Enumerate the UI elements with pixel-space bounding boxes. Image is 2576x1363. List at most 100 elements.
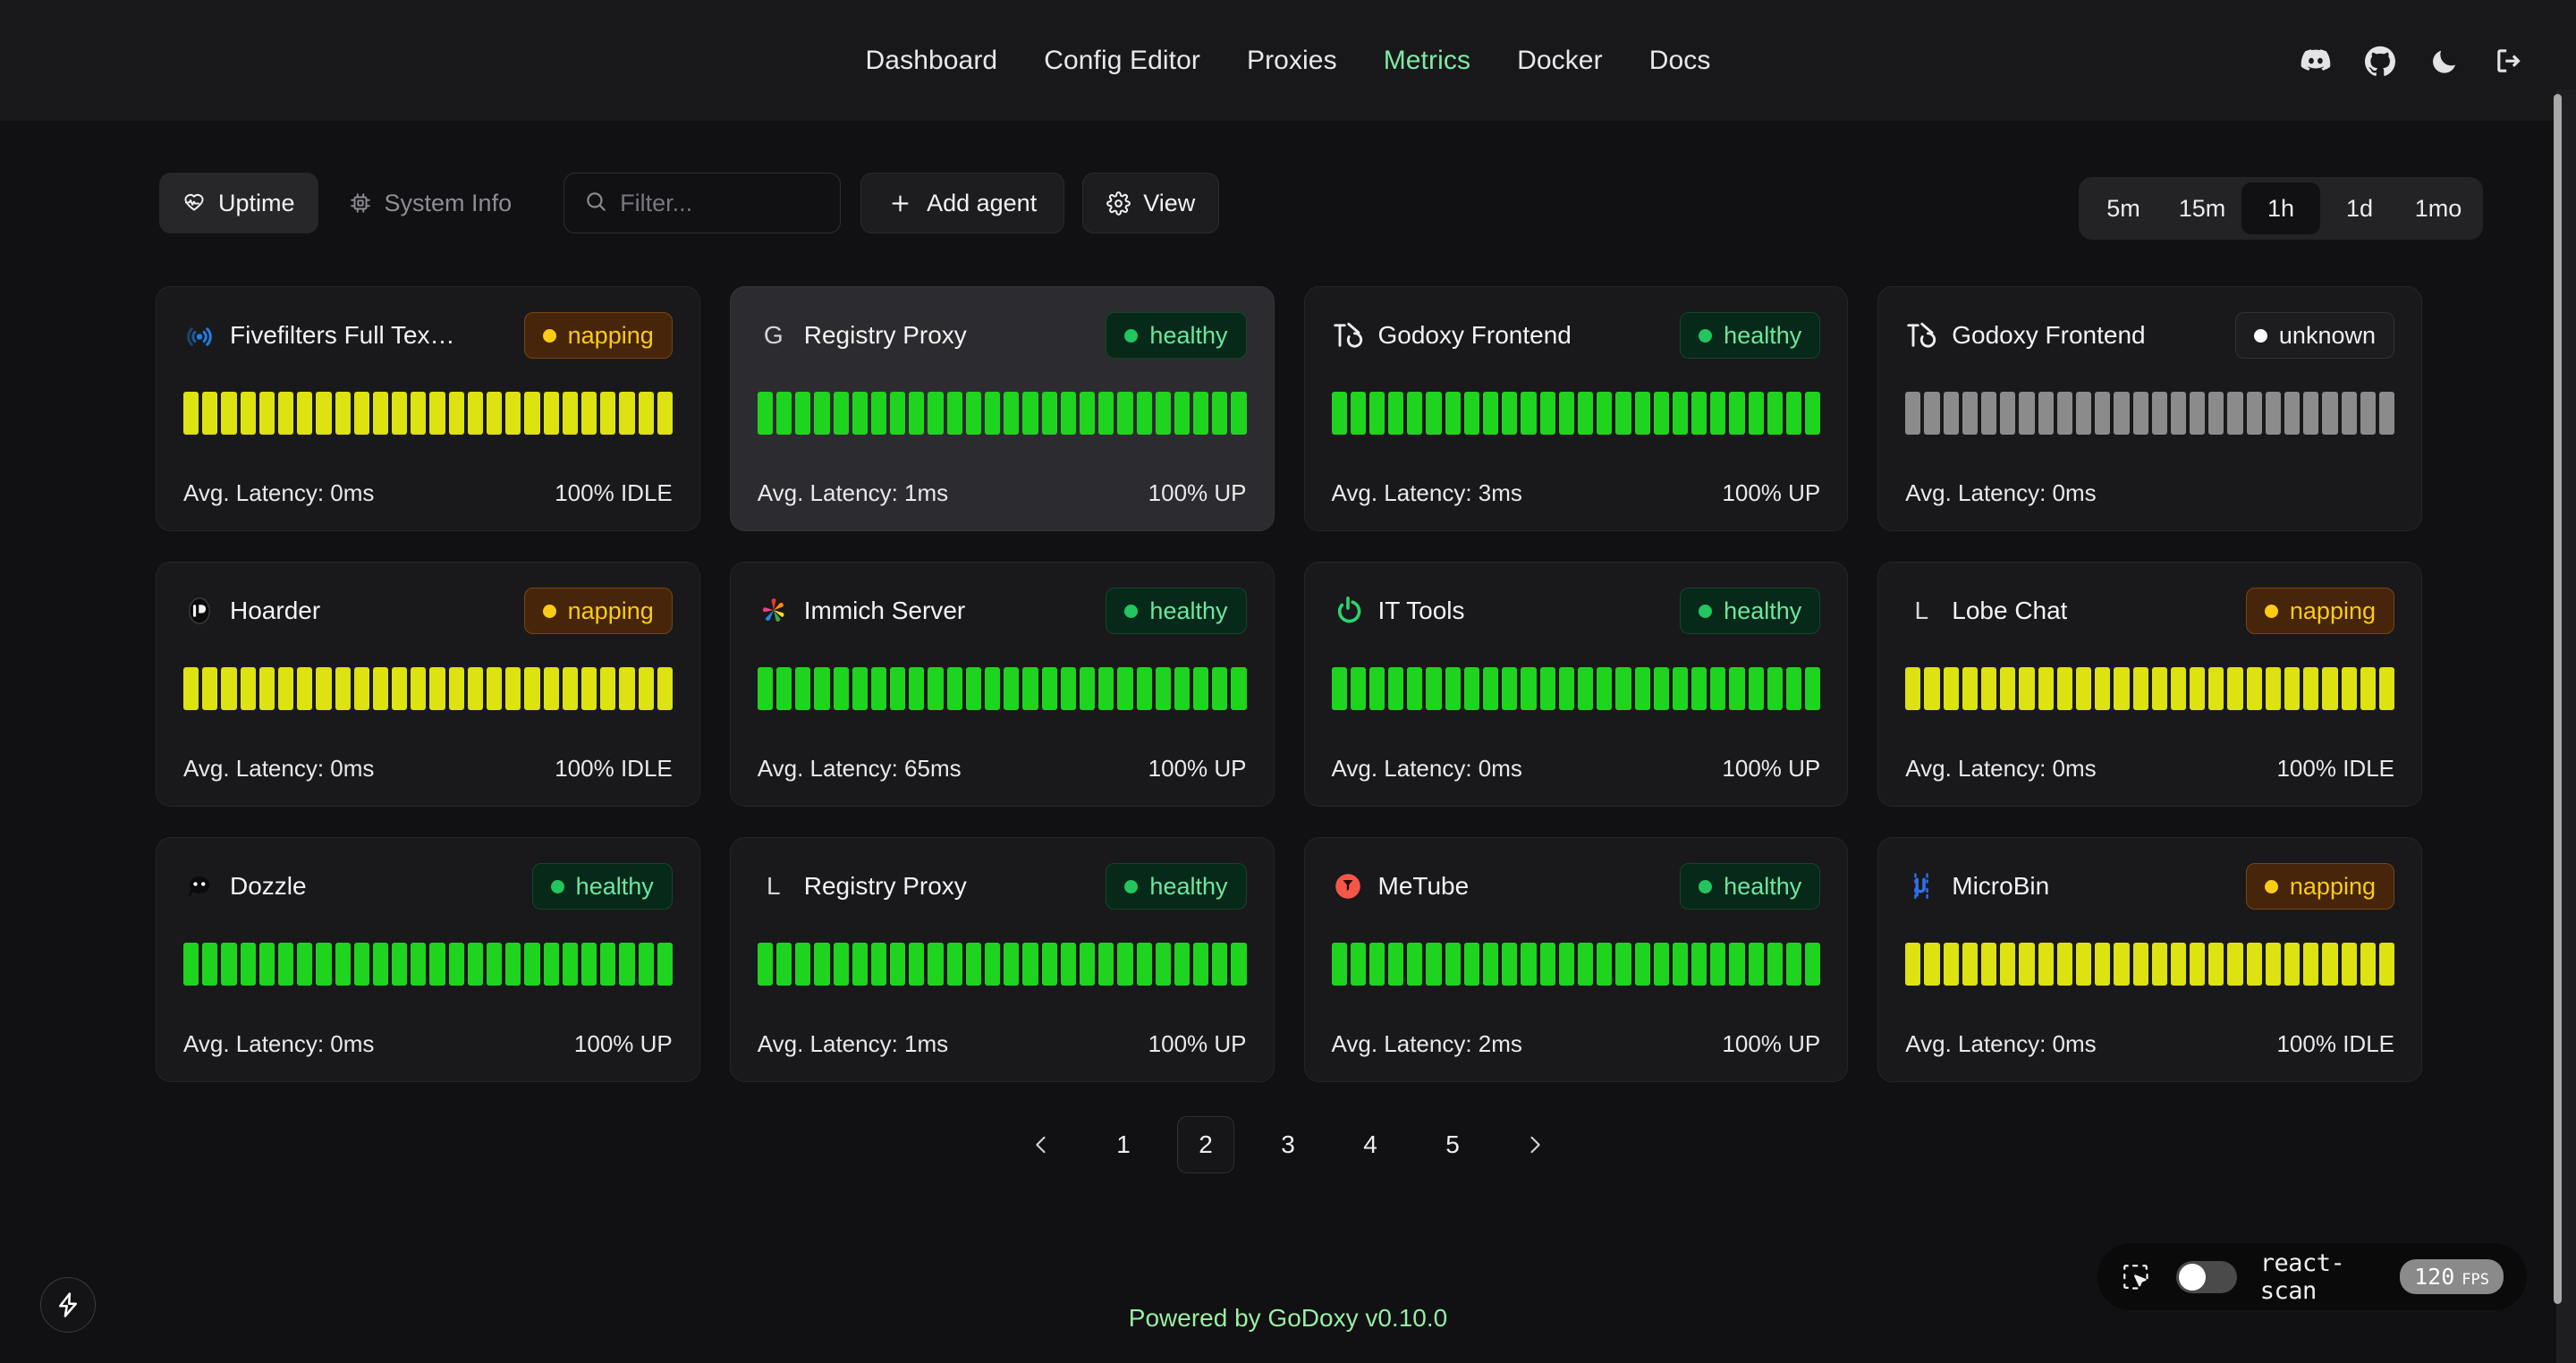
- nav-link-docker[interactable]: Docker: [1517, 45, 1603, 75]
- uptime-bar[interactable]: [2038, 667, 2054, 710]
- uptime-bar[interactable]: [814, 392, 830, 435]
- uptime-bar[interactable]: [2151, 667, 2167, 710]
- uptime-bar[interactable]: [2019, 943, 2035, 986]
- uptime-bar[interactable]: [202, 392, 218, 435]
- uptime-bar[interactable]: [1597, 392, 1613, 435]
- uptime-bar[interactable]: [353, 392, 369, 435]
- range-button-1h[interactable]: 1h: [2241, 182, 2320, 234]
- uptime-bar[interactable]: [2132, 392, 2148, 435]
- uptime-bar[interactable]: [2322, 943, 2338, 986]
- uptime-bar[interactable]: [2265, 392, 2281, 435]
- uptime-card[interactable]: Godoxy Frontend healthy Avg. Latency: 3ms 1…: [1303, 286, 1849, 531]
- uptime-bar[interactable]: [638, 667, 654, 710]
- uptime-bar[interactable]: [277, 943, 294, 986]
- uptime-bar[interactable]: [1079, 667, 1096, 710]
- uptime-bar[interactable]: [2284, 667, 2301, 710]
- pagination-next[interactable]: [1506, 1116, 1563, 1173]
- uptime-bar[interactable]: [2019, 667, 2035, 710]
- uptime-bar-chart[interactable]: [1905, 392, 2395, 435]
- uptime-bar[interactable]: [2075, 667, 2092, 710]
- nav-link-docs[interactable]: Docs: [1648, 45, 1711, 75]
- uptime-bar[interactable]: [1331, 667, 1347, 710]
- uptime-bar[interactable]: [619, 943, 635, 986]
- uptime-bar[interactable]: [1212, 667, 1228, 710]
- uptime-bar[interactable]: [1767, 667, 1783, 710]
- uptime-bar[interactable]: [505, 667, 521, 710]
- uptime-bar[interactable]: [2132, 943, 2148, 986]
- uptime-bar[interactable]: [580, 392, 597, 435]
- uptime-bar[interactable]: [2056, 943, 2072, 986]
- uptime-bar-chart[interactable]: [1905, 667, 2395, 710]
- uptime-bar[interactable]: [1041, 943, 1057, 986]
- uptime-bar[interactable]: [1786, 392, 1802, 435]
- uptime-bar[interactable]: [467, 943, 483, 986]
- uptime-bar[interactable]: [600, 943, 616, 986]
- uptime-bar[interactable]: [1577, 943, 1594, 986]
- uptime-bar[interactable]: [1060, 943, 1076, 986]
- uptime-bar-chart[interactable]: [183, 392, 673, 435]
- uptime-bar[interactable]: [2075, 943, 2092, 986]
- uptime-bar[interactable]: [1098, 943, 1114, 986]
- uptime-card[interactable]: L Lobe Chat napping Avg. Latency: 0ms 100% I…: [1877, 562, 2422, 807]
- uptime-bar[interactable]: [2170, 667, 2187, 710]
- pagination-page-1[interactable]: 1: [1116, 1130, 1131, 1158]
- uptime-bar[interactable]: [2227, 943, 2243, 986]
- uptime-bar[interactable]: [1597, 667, 1613, 710]
- uptime-bar[interactable]: [429, 392, 445, 435]
- uptime-bar[interactable]: [2170, 392, 2187, 435]
- uptime-bar[interactable]: [1445, 392, 1461, 435]
- uptime-bar[interactable]: [1615, 392, 1631, 435]
- uptime-bar[interactable]: [757, 667, 773, 710]
- range-button-1mo[interactable]: 1mo: [2414, 194, 2462, 222]
- uptime-bar[interactable]: [562, 943, 578, 986]
- uptime-bar[interactable]: [1786, 943, 1802, 986]
- uptime-bar[interactable]: [562, 667, 578, 710]
- inspect-icon[interactable]: [2121, 1262, 2151, 1292]
- uptime-bar[interactable]: [1136, 943, 1152, 986]
- uptime-bar[interactable]: [1445, 667, 1461, 710]
- uptime-bar-chart[interactable]: [757, 667, 1247, 710]
- uptime-bar[interactable]: [1212, 943, 1228, 986]
- footer-credit[interactable]: Powered by GoDoxy v0.10.0: [0, 1304, 2576, 1333]
- uptime-bar[interactable]: [833, 392, 849, 435]
- uptime-bar[interactable]: [1767, 943, 1783, 986]
- uptime-bar[interactable]: [852, 392, 868, 435]
- uptime-bar[interactable]: [429, 943, 445, 986]
- uptime-card[interactable]: Fivefilters Full Tex… napping Avg. Latency…: [156, 286, 700, 531]
- uptime-bar[interactable]: [1981, 943, 1997, 986]
- uptime-bar[interactable]: [1350, 392, 1366, 435]
- uptime-bar[interactable]: [297, 392, 313, 435]
- uptime-bar[interactable]: [277, 392, 294, 435]
- uptime-bar[interactable]: [297, 667, 313, 710]
- uptime-bar[interactable]: [1653, 943, 1669, 986]
- uptime-bar[interactable]: [448, 392, 464, 435]
- uptime-bar[interactable]: [657, 667, 673, 710]
- uptime-bar[interactable]: [1004, 943, 1020, 986]
- uptime-bar[interactable]: [1022, 667, 1038, 710]
- uptime-bar[interactable]: [1483, 943, 1499, 986]
- uptime-bar[interactable]: [2151, 943, 2167, 986]
- pagination-page-3[interactable]: 3: [1281, 1130, 1295, 1158]
- uptime-bar[interactable]: [1483, 667, 1499, 710]
- uptime-bar[interactable]: [1672, 392, 1689, 435]
- uptime-bar[interactable]: [757, 392, 773, 435]
- uptime-bar[interactable]: [2208, 943, 2224, 986]
- uptime-bar[interactable]: [638, 392, 654, 435]
- uptime-bar[interactable]: [833, 943, 849, 986]
- uptime-bar[interactable]: [2208, 392, 2224, 435]
- uptime-bar[interactable]: [1924, 943, 1940, 986]
- uptime-bar[interactable]: [258, 392, 275, 435]
- uptime-bar[interactable]: [2019, 392, 2035, 435]
- uptime-bar[interactable]: [890, 392, 906, 435]
- uptime-bar[interactable]: [1558, 943, 1574, 986]
- uptime-bar[interactable]: [1004, 667, 1020, 710]
- uptime-bar[interactable]: [795, 943, 811, 986]
- uptime-bar[interactable]: [600, 667, 616, 710]
- uptime-bar[interactable]: [2000, 943, 2016, 986]
- github-icon[interactable]: [2365, 46, 2395, 76]
- uptime-bar[interactable]: [2322, 667, 2338, 710]
- uptime-bar[interactable]: [1426, 943, 1442, 986]
- uptime-bar[interactable]: [1193, 943, 1209, 986]
- lightning-icon[interactable]: [40, 1277, 96, 1333]
- uptime-bar[interactable]: [657, 392, 673, 435]
